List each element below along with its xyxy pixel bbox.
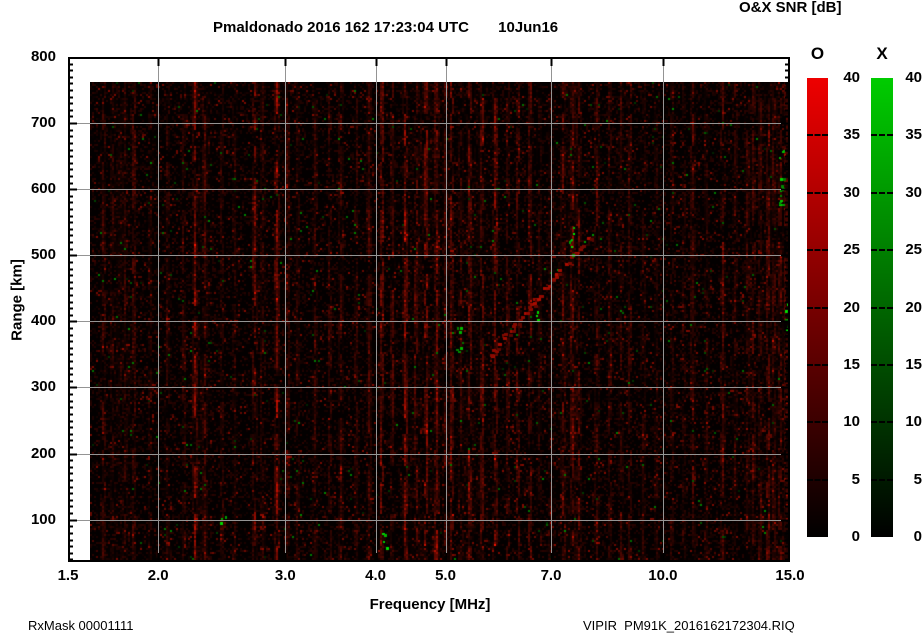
colorbar-tick-label: 35 (905, 126, 922, 144)
colorbar-tick-dash (871, 363, 893, 366)
colorbar-tick-label: 30 (905, 183, 922, 201)
colorbar-tick-dash (807, 421, 828, 424)
colorbar-o-title: O (810, 44, 825, 63)
colorbar-tick-label: 10 (843, 413, 860, 431)
colorbar-tick-label: 15 (843, 355, 860, 373)
colorbar-tick-label: 25 (843, 241, 860, 259)
x-tick-label: 1.5 (57, 567, 79, 584)
colorbar-tick-label: 20 (905, 298, 922, 316)
colorbar-tick-dash (871, 306, 893, 309)
colorbar-tick-label: 5 (851, 470, 860, 488)
colorbar-x-title: X (876, 44, 888, 63)
colorbar-x-bar (871, 78, 893, 537)
x-tick-label: 15.0 (775, 567, 805, 584)
x-tick-label: 4.0 (365, 567, 386, 584)
x-tick-label: 5.0 (435, 567, 456, 584)
colorbar-tick-label: 5 (913, 470, 922, 488)
colorbar-tick-label: 0 (851, 528, 860, 545)
colorbar-o-bar (807, 78, 828, 537)
x-axis-title: Frequency [MHz] (369, 596, 491, 613)
colorbar-tick-label: 30 (843, 183, 860, 201)
colorbar-tick-label: 40 (843, 69, 860, 86)
colorbar-tick-label: 25 (905, 241, 922, 259)
colorbar-tick-dash (871, 191, 893, 194)
colorbar-tick-dash (871, 421, 893, 424)
x-tick-label: 2.0 (147, 567, 169, 584)
colorbar-tick-label: 35 (843, 126, 860, 144)
y-tick-label: 300 (30, 378, 56, 396)
colorbar-tick-dash (807, 134, 828, 137)
colorbar-tick-label: 40 (905, 69, 922, 86)
colorbar-tick-dash (807, 363, 828, 366)
colorbar-tick-label: 20 (843, 298, 860, 316)
colorbar-tick-label: 0 (913, 528, 922, 545)
y-tick-label: 500 (30, 246, 56, 264)
colorbar-tick-label: 15 (905, 355, 922, 373)
colorbar-tick-dash (807, 191, 828, 194)
chart-title: Pmaldonado 2016 162 17:23:04 UTC 10Jun16 (213, 19, 559, 36)
colorbar-tick-dash (807, 478, 828, 481)
x-tick-label: 10.0 (648, 567, 678, 584)
y-tick-label: 800 (30, 48, 56, 65)
x-tick-label: 7.0 (540, 567, 562, 584)
colorbar-title: O&X SNR [dB] (739, 0, 842, 16)
y-tick-label: 400 (30, 312, 56, 330)
colorbar-tick-dash (807, 249, 828, 252)
colorbar-tick-dash (871, 478, 893, 481)
x-tick-label: 3.0 (274, 567, 296, 584)
y-axis-title: Range [km] (8, 259, 26, 341)
y-tick-label: 600 (30, 180, 56, 198)
data-file-label: VIPIR PM91K_2016162172304.RIQ (583, 618, 795, 633)
colorbar-tick-dash (807, 306, 828, 309)
y-tick-label: 100 (30, 510, 56, 528)
ionogram-heatmap (90, 82, 790, 562)
rx-mask-label: RxMask 00001111 (28, 618, 134, 633)
y-tick-label: 200 (30, 444, 56, 462)
y-tick-label: 700 (30, 114, 56, 132)
colorbar-tick-dash (871, 134, 893, 137)
colorbar-tick-dash (871, 249, 893, 252)
colorbar-tick-label: 10 (905, 413, 922, 431)
